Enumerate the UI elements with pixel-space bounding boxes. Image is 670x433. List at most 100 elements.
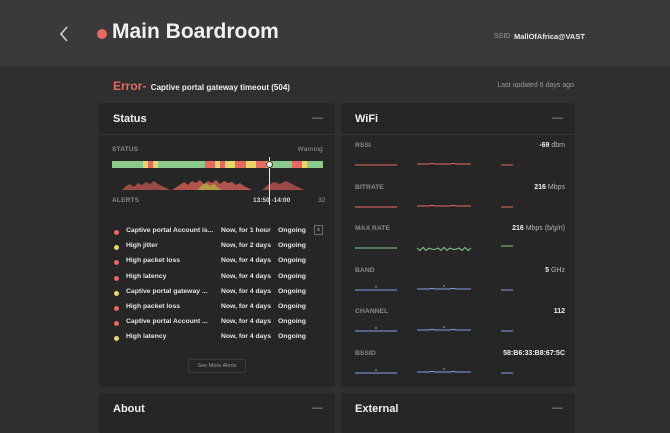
alert-row[interactable]: Captive portal Account is... Now, for 1 h… <box>112 225 323 241</box>
alert-severity-dot <box>114 245 119 251</box>
wifi-metric[interactable]: BSSID 58:B6:33:B8:67:5C <box>355 350 565 384</box>
status-segment <box>255 161 262 168</box>
alert-state: Ongoing <box>278 303 306 310</box>
status-segment <box>281 161 287 168</box>
alert-row[interactable]: High packet loss Now, for 4 days Ongoing <box>112 303 322 317</box>
alert-state: Ongoing <box>278 287 306 295</box>
see-more-alerts-button[interactable]: See More Alerts <box>188 359 246 373</box>
wifi-metric-label: BITRATE <box>355 183 384 191</box>
alert-severity-dot <box>114 260 119 266</box>
status-segment <box>302 161 308 168</box>
wifi-metric-value: 216 Mbps (b/g/n) <box>512 225 565 232</box>
alert-name: High packet loss <box>126 257 181 265</box>
status-segment <box>214 161 220 168</box>
page-title: Main Boardroom <box>112 20 279 43</box>
alert-name: High jitter <box>126 242 158 250</box>
status-segment <box>245 161 251 168</box>
wifi-metric-sparkline <box>355 368 513 373</box>
wifi-metric-sparkline <box>355 285 513 290</box>
about-card-title: About <box>113 403 145 415</box>
status-segment <box>147 161 154 168</box>
status-segment <box>117 161 123 168</box>
alert-name: Captive portal Account ... <box>126 318 208 326</box>
about-card: About — <box>99 393 335 433</box>
ssid-label: SSID <box>494 33 511 40</box>
wifi-metric-number: 216 <box>534 183 546 191</box>
status-segment <box>194 161 200 168</box>
wifi-metric-label: BAND <box>355 266 375 274</box>
wifi-metric[interactable]: RSSI -69 dbm <box>355 142 565 176</box>
alert-name: Captive portal gateway ... <box>126 287 208 295</box>
status-segment <box>168 161 174 168</box>
alert-duration: Now, for 2 days <box>221 242 271 250</box>
status-collapse-button[interactable]: — <box>312 112 323 124</box>
dismiss-alert-icon[interactable]: x <box>314 225 323 235</box>
status-timeline[interactable] <box>112 161 323 168</box>
alert-row[interactable]: Captive portal gateway ... Now, for 4 day… <box>112 288 322 302</box>
alert-row[interactable]: High latency Now, for 4 days Ongoing <box>112 273 322 287</box>
time-cursor[interactable] <box>269 157 270 205</box>
wifi-metric[interactable]: CHANNEL 112 <box>355 308 565 342</box>
alert-duration: Now, for 4 days <box>221 257 271 265</box>
wifi-metric-label: RSSI <box>355 142 371 149</box>
alert-count: 32 <box>318 197 326 204</box>
wifi-metric-unit: Mbps <box>545 183 565 191</box>
wifi-metric-number: 5 <box>545 266 550 274</box>
wifi-collapse-button[interactable]: — <box>552 112 563 124</box>
status-segment <box>291 161 298 168</box>
alert-state: Ongoing <box>278 242 306 250</box>
wifi-metric-sparkline <box>355 245 513 252</box>
status-segment <box>271 161 277 168</box>
wifi-metric[interactable]: BAND 5 GHz <box>355 267 565 301</box>
wifi-metric-sparkline <box>355 326 513 332</box>
wifi-metric[interactable]: BITRATE 216 Mbps <box>355 184 565 218</box>
status-card: Status — STATUS Warning ALERTS 13:50 -14… <box>99 103 335 387</box>
about-collapse-button[interactable]: — <box>312 402 323 414</box>
wifi-metric-number: 112 <box>553 308 565 315</box>
status-segment <box>230 161 236 168</box>
card-divider <box>341 134 575 135</box>
wifi-metric-number: 216 <box>512 225 524 232</box>
wifi-metric-sparkline <box>355 204 513 207</box>
wifi-metric-sparkline <box>355 162 513 166</box>
last-updated: Last updated 6 days ago <box>497 82 574 89</box>
alert-row[interactable]: High packet loss Now, for 4 days Ongoing <box>112 257 322 271</box>
alerts-graph[interactable] <box>112 172 323 190</box>
status-segment <box>163 161 169 168</box>
wifi-metric-label: CHANNEL <box>355 308 389 315</box>
time-cursor-handle[interactable] <box>266 161 273 168</box>
status-segment <box>158 161 164 168</box>
alert-duration: Now, for 4 days <box>221 272 271 280</box>
alert-duration: Now, for 4 days <box>221 333 271 341</box>
alert-state: Ongoing <box>278 333 306 341</box>
status-segment <box>261 161 267 168</box>
status-segment <box>235 161 241 168</box>
wifi-card-title: WiFi <box>355 113 379 125</box>
alert-row[interactable]: High jitter Now, for 2 days Ongoing <box>112 242 322 256</box>
back-arrow-icon[interactable] <box>58 24 70 44</box>
alert-state: Ongoing <box>278 272 306 280</box>
wifi-metric-value: 112 <box>554 308 565 315</box>
status-segment <box>183 161 190 168</box>
alert-row[interactable]: Captive portal Account ... Now, for 4 day… <box>112 318 322 332</box>
external-collapse-button[interactable]: — <box>552 402 563 414</box>
alert-row[interactable]: High latency Now, for 4 days Ongoing <box>112 333 322 347</box>
warning-label: Warning <box>297 146 323 153</box>
status-segment <box>178 161 184 168</box>
status-segment <box>297 161 303 168</box>
status-segment <box>240 161 246 168</box>
wifi-metric-label: BSSID <box>355 349 376 357</box>
wifi-metric-value: -69 dbm <box>539 142 565 149</box>
wifi-metric[interactable]: MAX RATE 216 Mbps (b/g/n) <box>355 225 565 259</box>
alert-duration: Now, for 1 hour <box>221 227 271 234</box>
status-segment <box>173 161 179 168</box>
alert-severity-dot <box>114 230 119 235</box>
status-segment <box>153 161 159 168</box>
alerts-section-label: ALERTS <box>112 197 140 204</box>
external-card-title: External <box>355 403 399 415</box>
status-segment <box>189 161 195 168</box>
time-range: 13:50 -14:00 <box>253 197 291 204</box>
status-segment <box>122 161 128 168</box>
wifi-metric-value: 58:B6:33:B8:67:5C <box>503 350 565 357</box>
status-segment <box>317 161 323 168</box>
